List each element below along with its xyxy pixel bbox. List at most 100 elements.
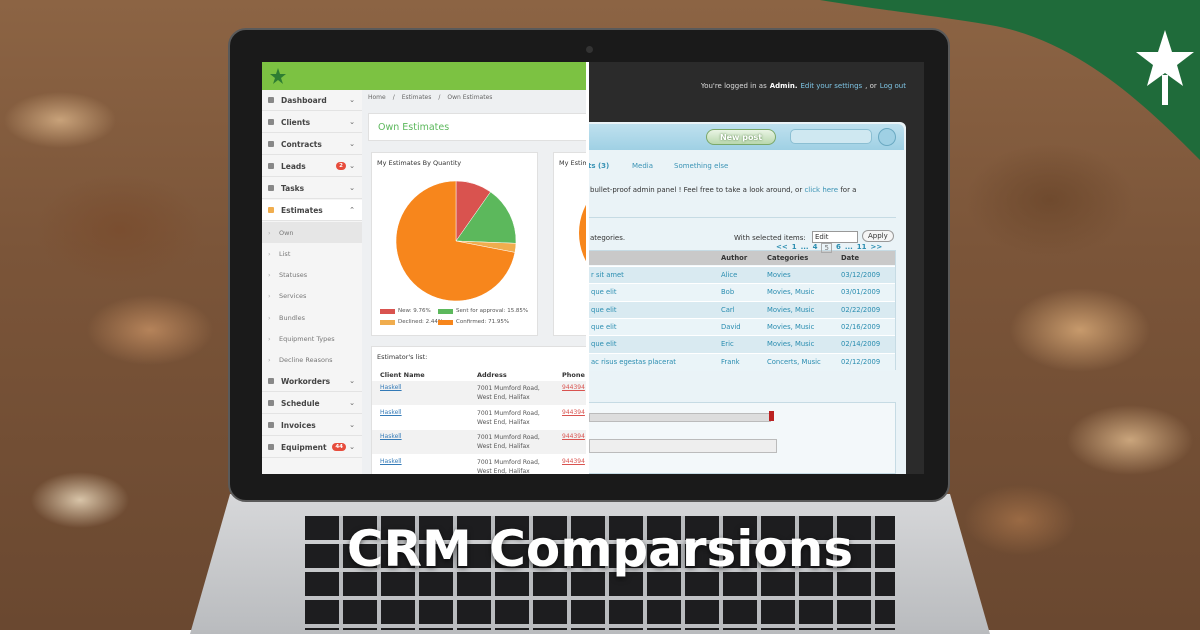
crumb[interactable]: Own Estimates	[447, 94, 493, 101]
keyboard	[305, 516, 895, 630]
submenu-item[interactable]: Own	[262, 222, 362, 243]
tab[interactable]: Media	[632, 162, 654, 170]
page-link[interactable]: 6	[835, 243, 841, 251]
page-heading: Own Estimates	[378, 122, 450, 133]
cell[interactable]: que elit	[591, 322, 617, 331]
swatch	[438, 308, 453, 314]
sidebar-item[interactable]: Tasks ⌄	[262, 178, 362, 199]
submenu-item[interactable]: Statuses	[262, 265, 362, 286]
submenu-item[interactable]: List	[262, 243, 362, 264]
search-button[interactable]	[878, 128, 896, 146]
table-header: Author Categories Date	[589, 251, 895, 265]
cell: 7001 Mumford Road, West End, Halifax	[477, 385, 540, 401]
cell: 7001 Mumford Road, West End, Halifax	[477, 409, 540, 426]
cell[interactable]: ac risus egestas placerat	[591, 357, 676, 366]
cell[interactable]: 944394	[562, 457, 585, 465]
submenu-item[interactable]: Bundles	[262, 307, 362, 328]
cell[interactable]: 944394	[562, 408, 585, 416]
legend-item: Sent for approval: 15.85%	[438, 308, 528, 314]
top-bar	[262, 62, 588, 90]
chevron: ⌄	[349, 162, 355, 170]
sidebar-item[interactable]: Estimates ⌃	[262, 200, 362, 221]
brand-swoosh	[820, 0, 1200, 160]
table-row: que elit Carl Movies, Music 02/22/2009	[589, 300, 895, 319]
label: Invoices	[281, 420, 316, 430]
cell: Alice	[721, 271, 738, 279]
sidebar-item[interactable]: Invoices ⌄	[262, 415, 362, 437]
sidebar-item[interactable]: Workorders ⌄	[262, 371, 362, 393]
search-box[interactable]	[790, 129, 872, 144]
main-content: Home / Estimates / Own Estimates Own Estimat…	[362, 90, 588, 474]
icon	[268, 119, 274, 125]
chevron: ⌄	[349, 443, 355, 452]
legend-label: New: 9.76%	[398, 308, 431, 314]
sidebar-item[interactable]: Equipment 44 ⌄	[262, 437, 362, 459]
cell[interactable]: que elit	[591, 340, 617, 349]
app-logo	[270, 68, 286, 84]
chevron: ⌄	[349, 184, 355, 192]
select[interactable]: Edit	[812, 231, 858, 243]
page-link[interactable]: 4	[812, 243, 818, 251]
intro-link[interactable]: click here	[804, 186, 839, 194]
cell[interactable]: Haskell	[380, 408, 402, 416]
cell[interactable]: 944394	[562, 384, 585, 391]
page-link[interactable]: 11	[856, 243, 867, 251]
icon	[268, 444, 274, 451]
new-post-button[interactable]: New post	[706, 129, 776, 145]
cell: Eric	[721, 340, 734, 349]
sidebar-item[interactable]: Contracts ⌄	[262, 134, 362, 155]
heading-panel	[368, 113, 588, 141]
login-part: , or	[865, 82, 877, 90]
tab[interactable]: Something else	[674, 162, 729, 170]
apply-button[interactable]: Apply	[862, 230, 894, 242]
cell: David	[721, 322, 741, 331]
cell[interactable]: r sit amet	[591, 271, 624, 279]
sidebar-item[interactable]: Schedule ⌄	[262, 393, 362, 415]
cell[interactable]: Haskell	[380, 384, 402, 391]
page-link[interactable]: ...	[844, 243, 853, 251]
cell[interactable]: Haskell	[380, 457, 402, 465]
login-part[interactable]: Log out	[879, 82, 906, 90]
panel-title: My Estimates	[559, 159, 588, 167]
cell: Movies, Music	[767, 322, 815, 331]
legend-label: Confirmed: 71.95%	[456, 319, 510, 325]
label: Workorders	[281, 376, 331, 386]
page-link[interactable]: 1	[791, 243, 797, 251]
submenu-item[interactable]: Services	[262, 286, 362, 307]
column-header: Categories	[767, 254, 809, 262]
tab[interactable]: ts (3)	[588, 162, 610, 170]
estimators-panel: Estimator's list: Client Name Address Phon…	[371, 346, 588, 474]
page-link[interactable]: 5	[821, 243, 832, 253]
swatch	[438, 319, 453, 325]
page-link[interactable]: <<	[776, 243, 788, 251]
login-line: You're logged in as Admin. Edit your setti…	[701, 82, 906, 90]
icon	[268, 422, 274, 429]
intro-end: for a	[840, 186, 857, 194]
cell: Bob	[721, 288, 735, 297]
legend-item: New: 9.76%	[380, 308, 431, 314]
icon	[268, 207, 274, 213]
submenu-item[interactable]: Equipment Types	[262, 329, 362, 350]
sidebar-item[interactable]: Leads 2 ⌄	[262, 156, 362, 177]
cell: Movies, Music	[767, 340, 815, 349]
cell[interactable]: Haskell	[380, 433, 402, 440]
cell[interactable]: que elit	[591, 288, 617, 297]
submenu-item[interactable]: Decline Reasons	[262, 350, 362, 371]
sidebar-item[interactable]: Clients ⌄	[262, 112, 362, 133]
legend-item: Confirmed: 71.95%	[438, 319, 509, 325]
cell: Movies, Music	[767, 305, 815, 314]
crumb[interactable]: Estimates	[401, 94, 432, 101]
login-part: Admin.	[769, 82, 798, 90]
icon	[268, 163, 274, 169]
page-link[interactable]: ...	[800, 243, 809, 251]
cell[interactable]: 944394	[562, 433, 585, 440]
login-part[interactable]: Edit your settings	[800, 82, 863, 90]
table-row: que elit Bob Movies, Music 03/01/2009	[589, 283, 895, 302]
sidebar-item[interactable]: Dashboard ⌄	[262, 90, 362, 111]
icon	[268, 378, 274, 385]
table-row: que elit Eric Movies, Music 02/14/2009	[589, 335, 895, 354]
page-link[interactable]: >>	[870, 243, 883, 251]
cell[interactable]: que elit	[591, 305, 617, 314]
crumb[interactable]: Home	[368, 94, 386, 101]
